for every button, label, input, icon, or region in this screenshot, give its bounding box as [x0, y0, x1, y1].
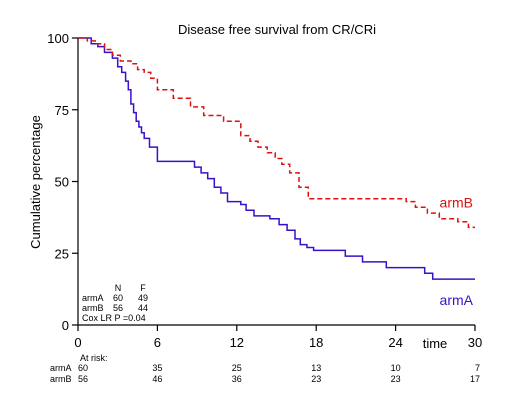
at-risk-value: 17: [470, 374, 480, 384]
legend-row-n: 56: [113, 303, 123, 313]
y-tick-label: 0: [62, 318, 69, 333]
at-risk-value: 60: [78, 363, 88, 373]
x-axis-label: time: [423, 336, 448, 351]
legend-row-arm: armB: [82, 303, 104, 313]
legend-row-f: 49: [138, 293, 148, 303]
at-risk-table: At risk: armA 60 35 25 13 10 7 armB 56 46 36 23 23 17: [50, 353, 480, 384]
series-label-armA: armA: [440, 292, 474, 308]
x-tick-label: 6: [154, 335, 161, 350]
at-risk-value: 56: [78, 374, 88, 384]
legend-row-n: 60: [113, 293, 123, 303]
y-ticks: 0 25 50 75 100: [47, 31, 78, 333]
at-risk-value: 7: [475, 363, 480, 373]
at-risk-value: 25: [232, 363, 242, 373]
x-tick-label: 30: [468, 335, 482, 350]
series-line-armB: [78, 37, 475, 229]
at-risk-value: 35: [152, 363, 162, 373]
x-ticks: 0 6 12 18 24 30: [74, 325, 482, 350]
at-risk-value: 23: [391, 374, 401, 384]
chart-title: Disease free survival from CR/CRi: [178, 22, 376, 37]
y-tick-label: 25: [55, 246, 69, 261]
legend-row-f: 44: [138, 303, 148, 313]
series-labels: armA armB: [440, 194, 474, 308]
x-tick-label: 24: [388, 335, 402, 350]
y-tick-label: 75: [55, 103, 69, 118]
x-tick-label: 0: [74, 335, 81, 350]
x-tick-label: 12: [230, 335, 244, 350]
y-axis-label: Cumulative percentage: [28, 115, 43, 249]
x-tick-label: 18: [309, 335, 323, 350]
y-tick-label: 50: [55, 175, 69, 190]
at-risk-title: At risk:: [80, 353, 108, 363]
legend-row-arm: armA: [82, 293, 104, 303]
series-lines: [78, 37, 475, 280]
legend-header-f: F: [140, 283, 146, 293]
legend-test-result: Cox LR P =0.04: [82, 313, 146, 323]
series-line-armA: [78, 37, 475, 280]
at-risk-value: 23: [311, 374, 321, 384]
legend-header-n: N: [115, 283, 122, 293]
at-risk-value: 10: [391, 363, 401, 373]
at-risk-arm-label: armA: [50, 363, 72, 373]
at-risk-value: 36: [232, 374, 242, 384]
y-tick-label: 100: [47, 31, 69, 46]
at-risk-arm-label: armB: [50, 374, 72, 384]
series-label-armB: armB: [440, 194, 473, 210]
at-risk-value: 13: [311, 363, 321, 373]
at-risk-value: 46: [152, 374, 162, 384]
